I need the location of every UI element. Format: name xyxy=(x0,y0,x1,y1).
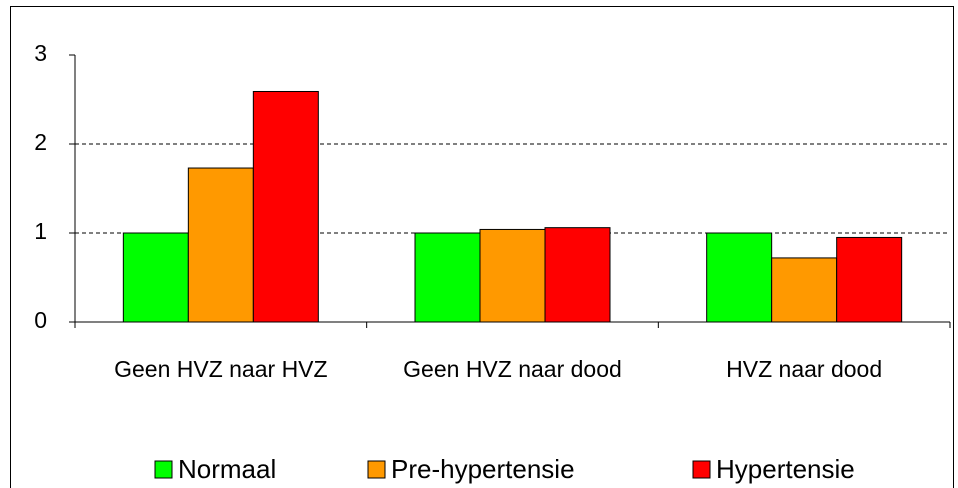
bar xyxy=(122,232,189,323)
x-tick-label: HVZ naar dood xyxy=(726,356,883,382)
legend-swatch xyxy=(692,460,711,479)
legend-label: Hypertensie xyxy=(716,454,855,484)
bar xyxy=(252,90,319,323)
bar xyxy=(187,167,254,323)
bar xyxy=(706,232,773,323)
y-tick-label: 1 xyxy=(34,218,47,244)
legend-swatch xyxy=(367,460,386,479)
y-tick-label: 3 xyxy=(34,40,47,66)
y-tick-label: 0 xyxy=(34,307,47,333)
legend-label: Normaal xyxy=(178,454,276,484)
bar xyxy=(544,227,611,323)
bar xyxy=(479,228,546,323)
legend-label: Pre-hypertensie xyxy=(391,454,575,484)
bar xyxy=(414,232,481,323)
bar xyxy=(771,257,838,323)
legend-swatch xyxy=(154,460,173,479)
x-tick-label: Geen HVZ naar dood xyxy=(403,356,622,382)
bar xyxy=(836,236,903,323)
chart-border xyxy=(10,6,954,488)
x-tick-label: Geen HVZ naar HVZ xyxy=(114,356,328,382)
y-tick-label: 2 xyxy=(34,129,47,155)
